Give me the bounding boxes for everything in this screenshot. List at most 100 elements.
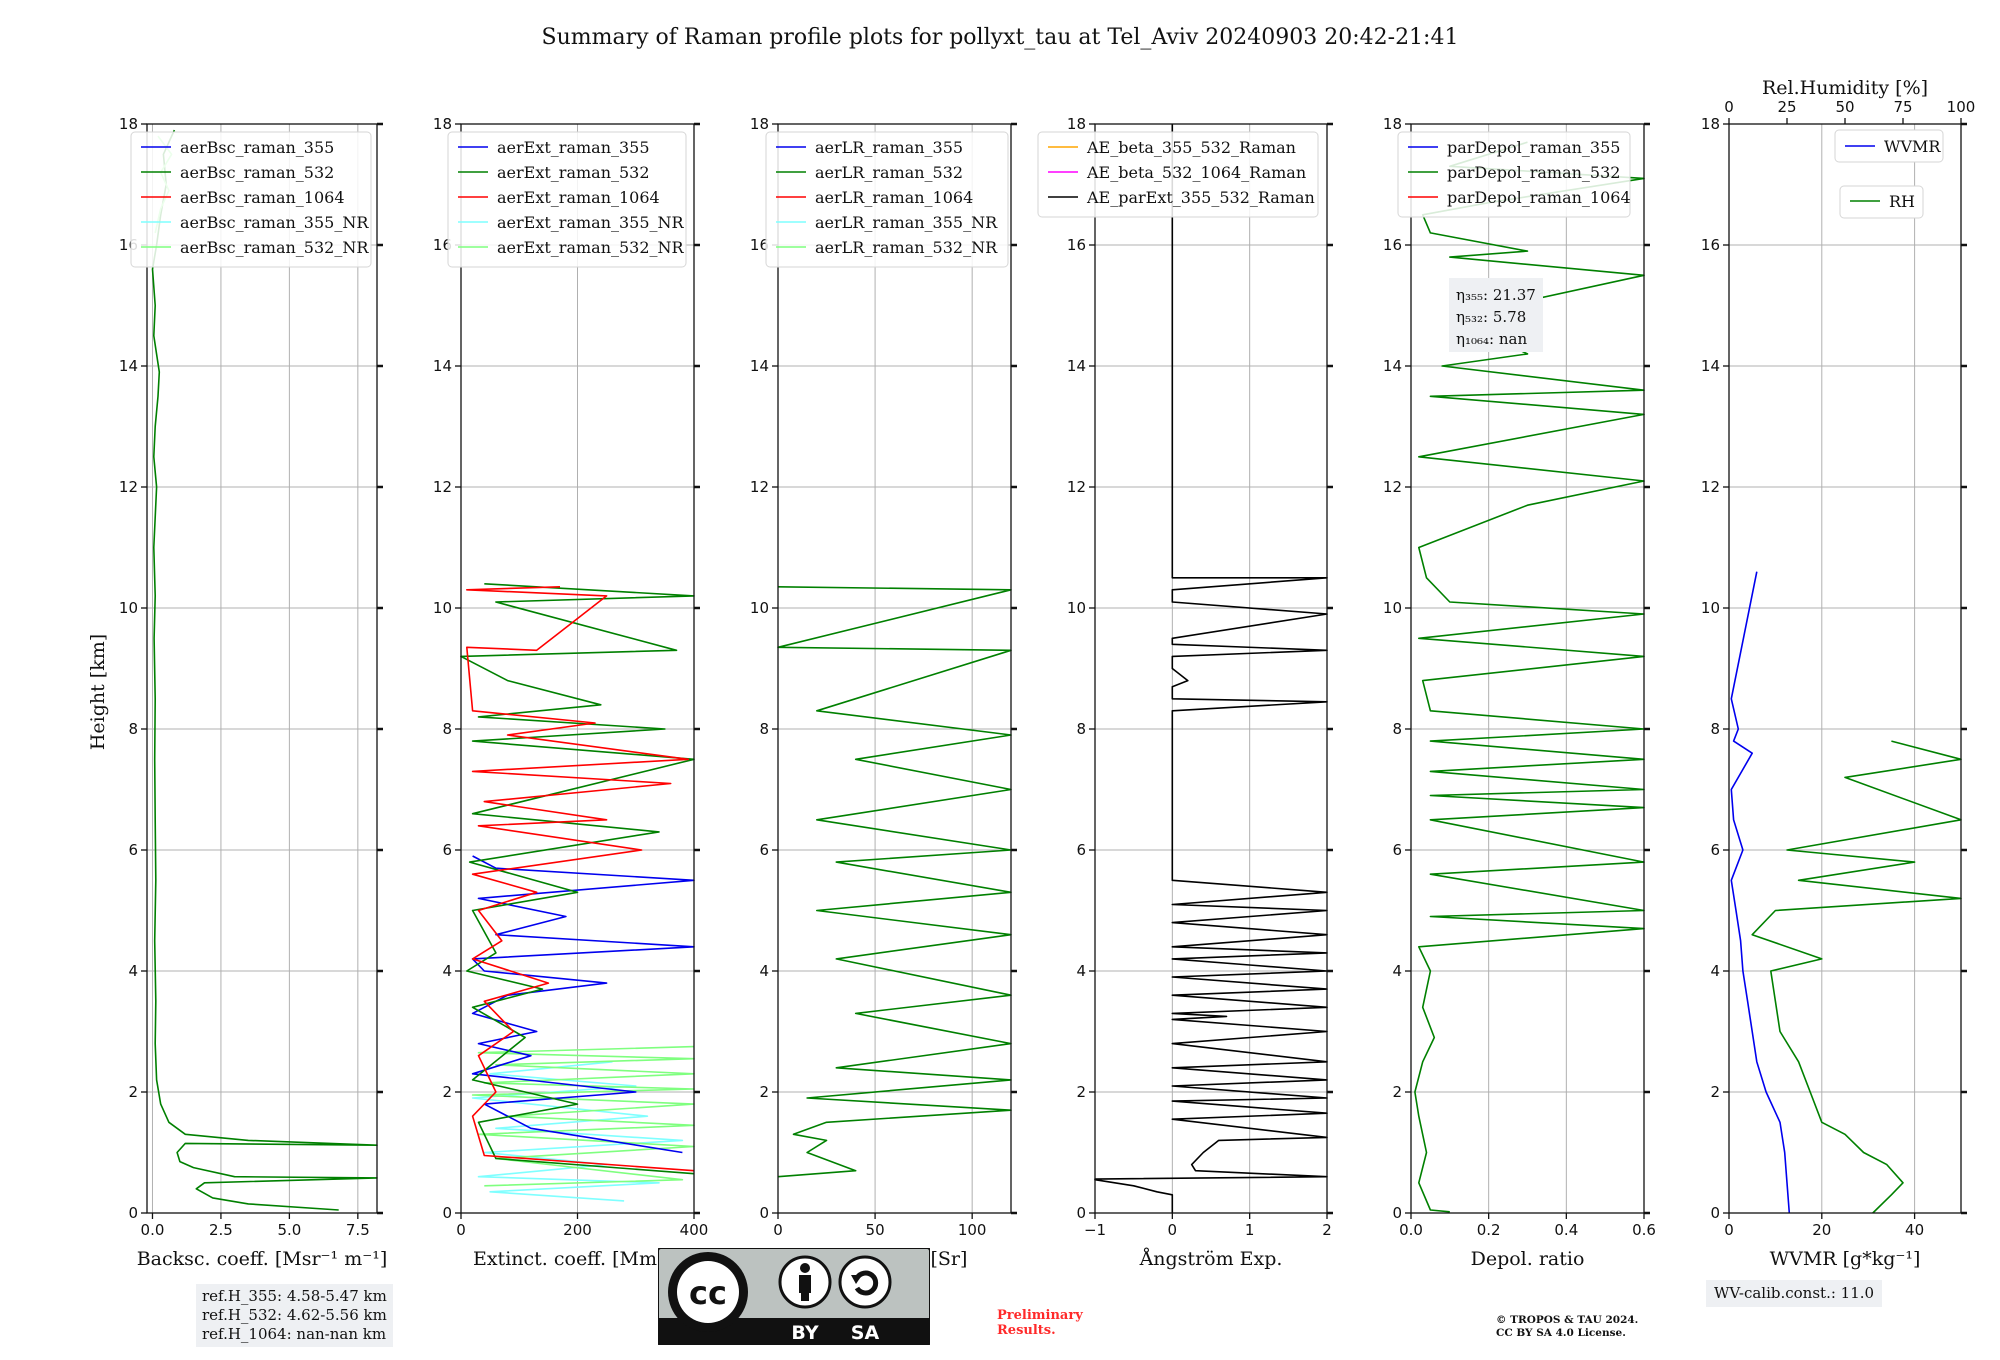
preliminary-line-1: Preliminary bbox=[997, 1308, 1083, 1323]
x-tick-label: 0.0 bbox=[141, 1221, 165, 1239]
x-axis-label: Ångström Exp. bbox=[1139, 1248, 1283, 1270]
y-tick-label: 6 bbox=[759, 841, 769, 859]
annotation-line: η₅₃₂: 5.78 bbox=[1456, 308, 1526, 326]
y-tick-label: 16 bbox=[1701, 236, 1720, 254]
y-tick-label: 4 bbox=[128, 962, 138, 980]
x-tick-label: 0.6 bbox=[1632, 1221, 1656, 1239]
y-tick-label: 16 bbox=[1067, 236, 1086, 254]
y-tick-label: 18 bbox=[1383, 115, 1402, 133]
panel-ext: 0 2 4 6 8 10 12 14 16 18 0 200 400 Extinct. coeff. [M… bbox=[433, 115, 708, 1270]
y-tick-label: 8 bbox=[1710, 720, 1720, 738]
y-tick-label: 10 bbox=[1067, 599, 1086, 617]
y-tick-label: 14 bbox=[119, 357, 138, 375]
ref-height-355: ref.H_355: 4.58-5.47 km bbox=[202, 1287, 387, 1305]
y-tick-label: 14 bbox=[1383, 357, 1402, 375]
y-tick-label: 18 bbox=[750, 115, 769, 133]
y-tick-label: 2 bbox=[1076, 1083, 1086, 1101]
y-tick-label: 16 bbox=[750, 236, 769, 254]
y-tick-label: 10 bbox=[1701, 599, 1720, 617]
y-tick-label: 8 bbox=[128, 720, 138, 738]
copyright-note: © TROPOS & TAU 2024. CC BY SA 4.0 Licens… bbox=[1496, 1314, 1638, 1340]
x-tick-label: 0 bbox=[456, 1221, 466, 1239]
y-tick-label: 6 bbox=[1710, 841, 1720, 859]
y-tick-label: 0 bbox=[1392, 1204, 1402, 1222]
x2-tick-label: 25 bbox=[1777, 98, 1796, 116]
y-tick-label: 6 bbox=[442, 841, 452, 859]
series-AE_parExt_355_532_Raman bbox=[1094, 124, 1328, 1213]
legend-label: AE_beta_355_532_Raman bbox=[1086, 138, 1296, 157]
y-tick-label: 12 bbox=[1067, 478, 1086, 496]
x-tick-label: 0 bbox=[1724, 1221, 1734, 1239]
y-tick-label: 0 bbox=[759, 1204, 769, 1222]
legend-label: parDepol_raman_532 bbox=[1447, 163, 1620, 182]
x-tick-label: 50 bbox=[866, 1221, 885, 1239]
legend-label: aerExt_raman_532 bbox=[497, 163, 650, 182]
plot-frame bbox=[777, 123, 1012, 1214]
by-label: BY bbox=[791, 1322, 818, 1344]
y-tick-label: 0 bbox=[442, 1204, 452, 1222]
wv-calibration-note: WV-calib.const.: 11.0 bbox=[1706, 1280, 1883, 1307]
legend: aerExt_raman_355 aerExt_raman_532 aerExt_r… bbox=[447, 131, 687, 268]
x-tick-label: 0 bbox=[773, 1221, 783, 1239]
y-tick-label: 6 bbox=[1392, 841, 1402, 859]
x-tick-label: 20 bbox=[1812, 1221, 1831, 1239]
plot-frame bbox=[1728, 123, 1962, 1214]
y-tick-label: 14 bbox=[750, 357, 769, 375]
legend-label: aerBsc_raman_355_NR bbox=[180, 213, 369, 232]
plot-frame bbox=[1094, 123, 1328, 1214]
legend: parDepol_raman_355 parDepol_raman_532 parD… bbox=[1397, 131, 1631, 218]
preliminary-results-note: Preliminary Results. bbox=[997, 1308, 1083, 1338]
y-tick-label: 10 bbox=[119, 599, 138, 617]
copyright-line-2: CC BY SA 4.0 License. bbox=[1496, 1327, 1626, 1339]
x-tick-label: 40 bbox=[1905, 1221, 1924, 1239]
legend-rh: RH bbox=[1839, 185, 1924, 219]
copyright-line-1: © TROPOS & TAU 2024. bbox=[1496, 1314, 1639, 1326]
legend-box bbox=[1037, 131, 1319, 218]
y-tick-label: 18 bbox=[119, 115, 138, 133]
y-tick-label: 2 bbox=[1392, 1083, 1402, 1101]
x-tick-label: −1 bbox=[1084, 1221, 1106, 1239]
y-tick-label: 4 bbox=[1392, 962, 1402, 980]
y-axis-label: Height [km] bbox=[87, 634, 109, 750]
y-tick-label: 8 bbox=[1392, 720, 1402, 738]
legend-label: aerBsc_raman_355 bbox=[180, 138, 334, 157]
legend-box bbox=[1834, 129, 1944, 163]
y-tick-label: 12 bbox=[1383, 478, 1402, 496]
legend-box bbox=[1839, 185, 1924, 219]
y-tick-label: 10 bbox=[750, 599, 769, 617]
legend-label: aerExt_raman_355 bbox=[497, 138, 650, 157]
legend-label: aerExt_raman_1064 bbox=[497, 188, 660, 207]
legend-box bbox=[130, 131, 372, 268]
legend-label: aerLR_raman_532 bbox=[815, 163, 963, 182]
ref-height-1064: ref.H_1064: nan-nan km bbox=[202, 1325, 387, 1343]
y-tick-label: 14 bbox=[1067, 357, 1086, 375]
y-tick-label: 18 bbox=[1067, 115, 1086, 133]
x-axis-label: WVMR [g*kg⁻¹] bbox=[1770, 1248, 1921, 1270]
depol-eta-annotation: η₃₅₅: 21.37 η₅₃₂: 5.78 η₁₀₆₄: nan bbox=[1449, 278, 1543, 352]
x-tick-label: 5.0 bbox=[277, 1221, 301, 1239]
y-tick-label: 10 bbox=[1383, 599, 1402, 617]
x-axis-label: Depol. ratio bbox=[1471, 1248, 1585, 1270]
y-tick-label: 4 bbox=[1076, 962, 1086, 980]
y-tick-label: 18 bbox=[433, 115, 452, 133]
legend-label: aerBsc_raman_1064 bbox=[180, 188, 345, 207]
y-tick-label: 4 bbox=[1710, 962, 1720, 980]
x-axis-label: Backsc. coeff. [Msr⁻¹ m⁻¹] bbox=[137, 1248, 388, 1270]
y-tick-label: 12 bbox=[1701, 478, 1720, 496]
cc-mark: cc bbox=[689, 1274, 727, 1312]
series-aerExt_raman_1064 bbox=[465, 586, 695, 1172]
series-aerExt_raman_355 bbox=[471, 855, 695, 1154]
ref-height-532: ref.H_532: 4.62-5.56 km bbox=[202, 1306, 387, 1324]
legend-label: WVMR bbox=[1884, 137, 1941, 156]
y-tick-label: 8 bbox=[1076, 720, 1086, 738]
series-aerExt_raman_355_NR bbox=[471, 1061, 684, 1202]
x-tick-label: 0.2 bbox=[1477, 1221, 1501, 1239]
y-tick-label: 12 bbox=[119, 478, 138, 496]
legend: AE_beta_355_532_Raman AE_beta_532_1064_Ra… bbox=[1037, 131, 1319, 218]
y-tick-label: 8 bbox=[759, 720, 769, 738]
sa-label: SA bbox=[851, 1322, 880, 1344]
y-tick-label: 2 bbox=[128, 1083, 138, 1101]
y-tick-label: 6 bbox=[1076, 841, 1086, 859]
